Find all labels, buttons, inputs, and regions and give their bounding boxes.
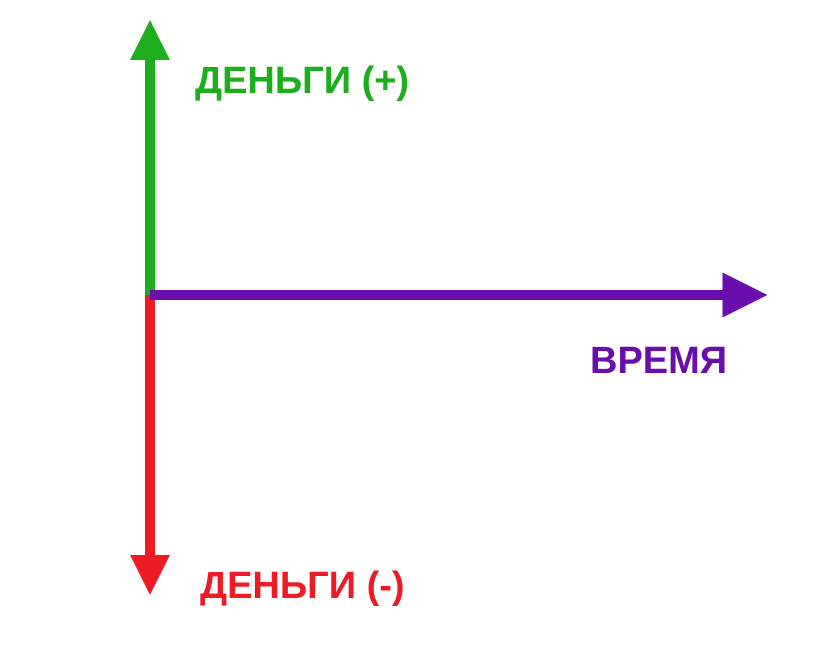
- axis-diagram: ДЕНЬГИ (+) ДЕНЬГИ (-) ВРЕМЯ: [0, 0, 840, 648]
- axis-up-label: ДЕНЬГИ (+): [195, 60, 409, 103]
- axis-right-label: ВРЕМЯ: [590, 340, 727, 383]
- axis-down-label: ДЕНЬГИ (-): [200, 565, 405, 608]
- axes-svg: [0, 0, 840, 648]
